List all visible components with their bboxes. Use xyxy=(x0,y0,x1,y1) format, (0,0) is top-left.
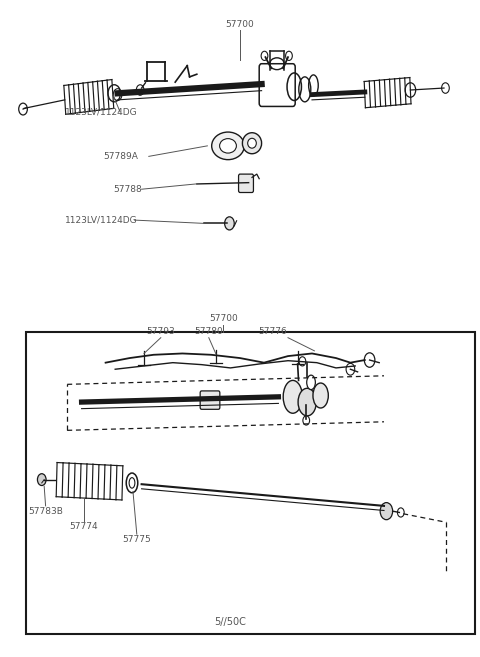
Text: 57783B: 57783B xyxy=(28,507,63,516)
Text: 5//50C: 5//50C xyxy=(215,617,246,627)
Text: 57700: 57700 xyxy=(226,20,254,29)
Ellipse shape xyxy=(307,375,315,390)
Text: 57793: 57793 xyxy=(146,327,175,336)
Ellipse shape xyxy=(298,388,316,416)
Ellipse shape xyxy=(129,478,135,488)
Ellipse shape xyxy=(313,383,328,408)
Circle shape xyxy=(136,85,144,95)
Ellipse shape xyxy=(242,133,262,154)
Text: 1123LV/1124DG: 1123LV/1124DG xyxy=(65,107,137,116)
Circle shape xyxy=(37,474,46,486)
Bar xyxy=(26,332,475,634)
Text: 57788: 57788 xyxy=(113,185,142,194)
Circle shape xyxy=(397,508,404,517)
Text: 57789A: 57789A xyxy=(103,152,138,161)
Text: 57775: 57775 xyxy=(122,535,151,545)
Circle shape xyxy=(346,363,355,375)
Ellipse shape xyxy=(248,139,256,148)
Circle shape xyxy=(286,51,292,60)
Circle shape xyxy=(299,357,306,366)
Circle shape xyxy=(225,217,234,230)
Circle shape xyxy=(261,51,268,60)
FancyBboxPatch shape xyxy=(200,391,220,409)
Circle shape xyxy=(442,83,449,93)
Circle shape xyxy=(303,416,310,425)
Ellipse shape xyxy=(283,380,302,413)
Circle shape xyxy=(19,103,27,115)
Circle shape xyxy=(380,503,393,520)
Text: 1123LV/1124DG: 1123LV/1124DG xyxy=(65,215,137,225)
Text: 57700: 57700 xyxy=(209,314,238,323)
Text: 57774: 57774 xyxy=(70,522,98,532)
FancyBboxPatch shape xyxy=(239,174,253,193)
Text: 57776: 57776 xyxy=(258,327,287,336)
Ellipse shape xyxy=(126,473,138,493)
Circle shape xyxy=(364,353,375,367)
Ellipse shape xyxy=(212,132,244,160)
Ellipse shape xyxy=(219,139,236,153)
Text: 57780: 57780 xyxy=(194,327,223,336)
